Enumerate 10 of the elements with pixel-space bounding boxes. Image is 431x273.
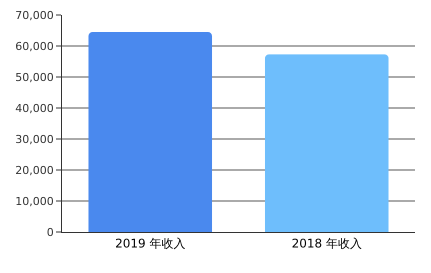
y-tick-label: 40,000 xyxy=(15,102,54,115)
y-tick-label: 60,000 xyxy=(15,40,54,53)
x-tick-label: 2019 年收入 xyxy=(115,236,186,250)
y-tick-label: 50,000 xyxy=(15,70,54,84)
y-tick-label: 70,000 xyxy=(15,8,54,22)
y-tick-label: 20,000 xyxy=(15,164,54,177)
y-tick-label: 10,000 xyxy=(15,194,54,208)
y-tick-label: 0 xyxy=(46,226,54,239)
x-tick-label: 2018 年收入 xyxy=(292,236,362,250)
y-tick-label: 30,000 xyxy=(15,132,54,146)
